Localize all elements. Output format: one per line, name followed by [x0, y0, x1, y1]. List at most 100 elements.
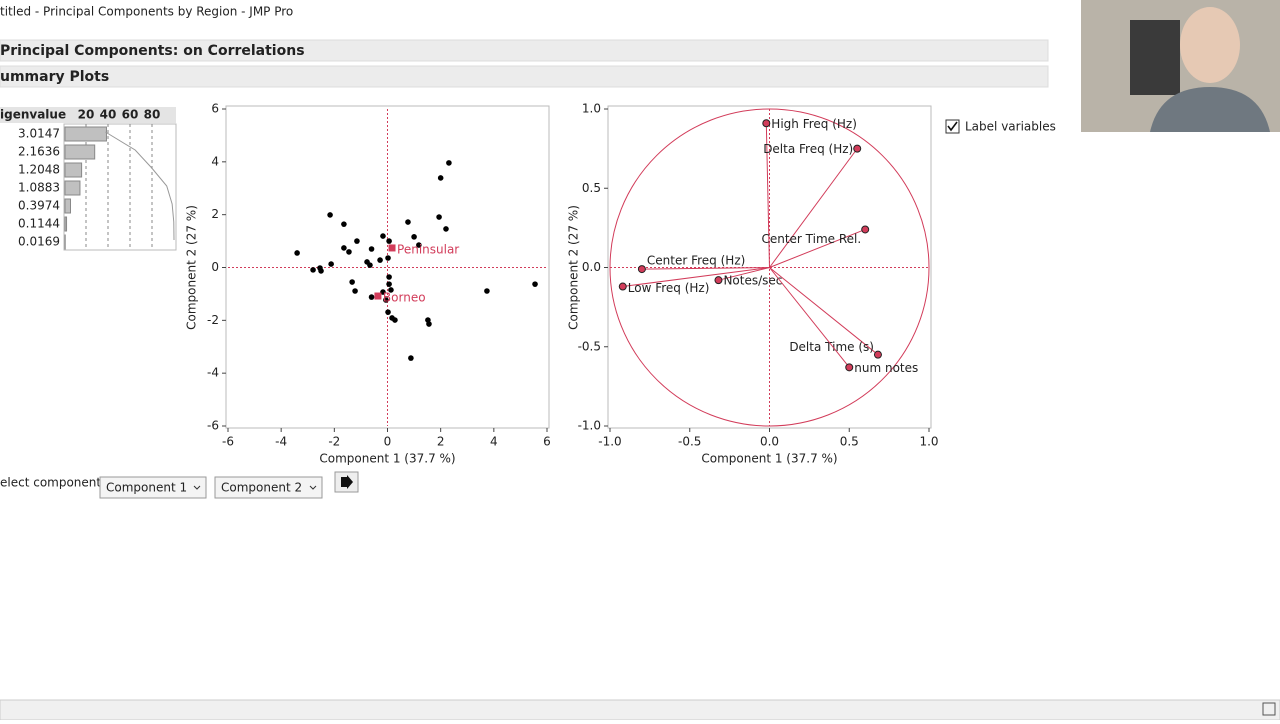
score-point [310, 267, 316, 273]
x-tick-label: -1.0 [598, 435, 621, 449]
dropdown-text[interactable]: Component 1 [106, 481, 187, 495]
score-point [367, 262, 373, 268]
score-point [385, 309, 391, 315]
row-label: 0.1144 [18, 217, 60, 231]
section-header[interactable] [0, 66, 1048, 87]
loading-point [846, 364, 853, 371]
section-title[interactable]: ummary Plots [0, 69, 109, 85]
score-point [341, 245, 347, 251]
score-point [392, 317, 398, 323]
row-label: 0.3974 [18, 199, 60, 213]
bar [65, 163, 82, 177]
row-label: 0.0169 [18, 235, 60, 249]
score-point [294, 250, 300, 256]
row-label: 2.1636 [18, 145, 60, 159]
loading-point [619, 283, 626, 290]
score-point [386, 281, 392, 287]
score-point [369, 294, 375, 300]
y-tick-label: 0.5 [582, 181, 601, 195]
variable-label: num notes [854, 361, 918, 375]
x-tick-label: 4 [490, 435, 498, 449]
x-tick-label: 1.0 [919, 435, 938, 449]
loading-point [763, 120, 770, 127]
y-tick-label: -2 [207, 313, 219, 327]
variable-label: Delta Freq (Hz) [763, 142, 853, 156]
score-point [385, 255, 391, 261]
loading-point [638, 266, 645, 273]
loading-point [874, 351, 881, 358]
section-title[interactable]: Principal Components: on Correlations [0, 43, 305, 59]
table-title: igenvalue [0, 108, 66, 122]
x-tick-label: 2 [437, 435, 445, 449]
score-point [443, 226, 449, 232]
score-point [380, 233, 386, 239]
select-label: elect component [0, 476, 101, 490]
x-tick-label: 80 [144, 108, 161, 122]
checkbox-label[interactable]: Label variables [965, 120, 1056, 134]
loading-point [862, 226, 869, 233]
loading-point [715, 277, 722, 284]
score-point [354, 238, 360, 244]
score-point [438, 175, 444, 181]
x-tick-label: -6 [222, 435, 234, 449]
x-axis-title: Component 1 (37.7 %) [701, 452, 837, 466]
score-point [408, 355, 414, 361]
score-point [532, 281, 538, 287]
x-tick-label: -0.5 [678, 435, 701, 449]
x-axis-title: Component 1 (37.7 %) [319, 452, 455, 466]
x-tick-label: 0.5 [840, 435, 859, 449]
score-point [446, 160, 452, 166]
x-tick-label: 6 [543, 435, 551, 449]
score-point [349, 279, 355, 285]
score-point [405, 219, 411, 225]
window-title: titled - Principal Components by Region … [0, 5, 293, 19]
row-label: 1.2048 [18, 163, 60, 177]
webcam [1081, 0, 1280, 132]
variable-label: High Freq (Hz) [771, 117, 857, 131]
bar [65, 145, 95, 159]
x-tick-label: -4 [275, 435, 287, 449]
variable-label: Center Freq (Hz) [647, 254, 745, 268]
y-tick-label: 4 [211, 154, 219, 168]
score-point [341, 221, 347, 227]
score-point [327, 212, 333, 218]
score-point [426, 321, 432, 327]
score-point [386, 274, 392, 280]
y-axis-title: Component 2 (27 %) [567, 205, 581, 330]
x-tick-label: 40 [100, 108, 117, 122]
score-point [411, 234, 417, 240]
score-point [377, 257, 383, 263]
wall-picture [1130, 20, 1180, 95]
y-tick-label: -4 [207, 366, 219, 380]
group-mean [389, 244, 396, 251]
row-label: 1.0883 [18, 181, 60, 195]
variable-label: Delta Time (s) [789, 340, 874, 354]
y-tick-label: 2 [211, 207, 219, 221]
score-point [386, 238, 392, 244]
score-point [346, 249, 352, 255]
score-point [318, 268, 324, 274]
row-label: 3.0147 [18, 127, 60, 141]
variable-label: Notes/sec [723, 274, 782, 288]
variable-label: Low Freq (Hz) [628, 281, 710, 295]
x-tick-label: 20 [78, 108, 95, 122]
score-point [484, 288, 490, 294]
y-tick-label: -0.5 [578, 339, 601, 353]
plot-frame [64, 124, 176, 250]
y-tick-label: 0.0 [582, 260, 601, 274]
score-point [436, 214, 442, 220]
group-label: Peninsular [397, 242, 459, 256]
bar [65, 199, 71, 213]
loading-point [854, 145, 861, 152]
y-axis-title: Component 2 (27 %) [185, 205, 199, 330]
x-tick-label: 0.0 [760, 435, 779, 449]
dropdown-text[interactable]: Component 2 [221, 481, 302, 495]
status-bar [0, 700, 1280, 720]
x-tick-label: 0 [384, 435, 392, 449]
group-label: Borneo [383, 291, 426, 305]
bar [65, 217, 67, 231]
y-tick-label: -1.0 [578, 419, 601, 433]
score-point [369, 246, 375, 252]
